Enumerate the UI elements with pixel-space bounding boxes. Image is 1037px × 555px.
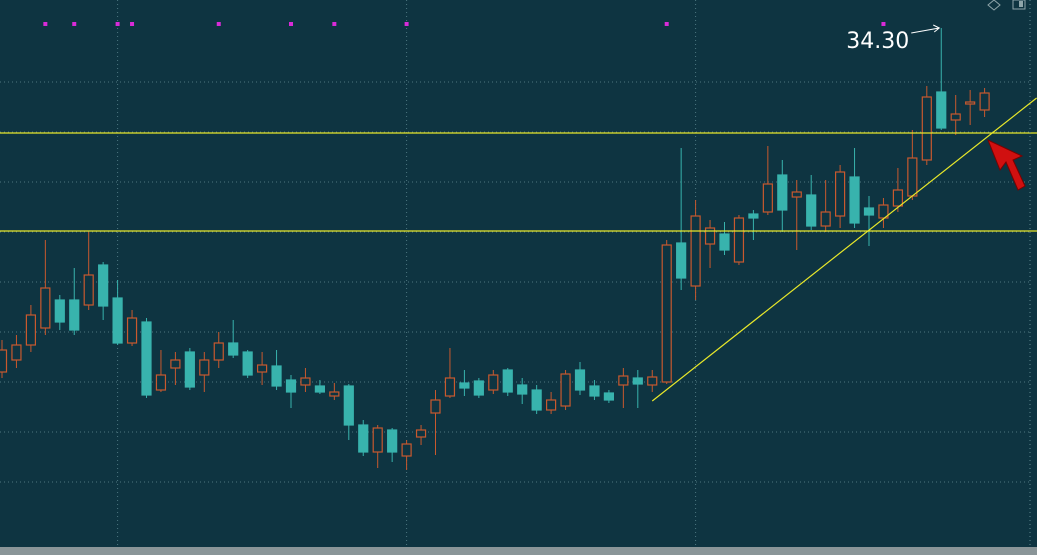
candle-body [141, 321, 152, 396]
candle-body [791, 191, 802, 198]
candle-body [25, 314, 36, 346]
annotation-arrow [911, 24, 941, 34]
event-marker [332, 22, 337, 26]
candle-body [155, 374, 167, 391]
trendline [651, 97, 1037, 402]
candle-body [921, 96, 932, 161]
candle-body [502, 369, 513, 393]
candle-body [936, 91, 947, 129]
candle-body [271, 365, 282, 387]
candle-body [892, 189, 904, 207]
candle-body [574, 369, 586, 391]
candle-body [98, 264, 109, 307]
annotation-text: 34.30 [846, 29, 909, 54]
candle-body [112, 297, 123, 344]
candle-body [444, 377, 456, 397]
toolbar-icons[interactable] [987, 0, 1026, 11]
event-marker [289, 22, 293, 26]
event-marker [43, 22, 48, 26]
candle-body [314, 385, 325, 393]
candles [0, 28, 990, 470]
candle-body [372, 427, 383, 453]
candle-body [473, 380, 484, 396]
candle-body [661, 244, 672, 383]
candle-body [690, 215, 701, 287]
candle-body [748, 213, 759, 219]
candle-body [415, 429, 427, 438]
cursor [987, 139, 1026, 191]
candle-body [979, 92, 990, 111]
event-marker [664, 22, 669, 26]
candle-body [170, 359, 181, 369]
candle-body [950, 113, 961, 121]
candle-body [589, 385, 600, 397]
candle-body [965, 101, 976, 105]
event-marker [404, 22, 409, 26]
candle-body [459, 382, 470, 389]
candle-body [704, 227, 716, 245]
candle-body [647, 376, 658, 386]
candle-body [401, 443, 412, 457]
candle-body [69, 299, 80, 331]
candle-body [126, 317, 138, 344]
candle-body [545, 399, 557, 411]
candle-body [719, 233, 730, 251]
candle-body [40, 287, 51, 329]
candle-body [806, 194, 817, 227]
candle-body [54, 299, 65, 323]
candle-body [820, 211, 831, 227]
candle-body [733, 217, 745, 263]
candle-body [517, 384, 528, 395]
candle-body [285, 379, 297, 393]
candle-body [0, 349, 8, 373]
event-marker [130, 22, 135, 26]
candle-body [849, 176, 860, 224]
candle-body [430, 399, 441, 414]
candle-body [300, 377, 311, 386]
overlays: 34.30 [0, 22, 1037, 402]
candle-body [199, 359, 210, 376]
candle-body [603, 392, 615, 401]
candle-body [762, 183, 773, 213]
event-marker [115, 22, 120, 26]
candle-body [863, 207, 875, 216]
candle-body [83, 274, 94, 306]
candle-body [560, 373, 571, 407]
candle-body [228, 342, 239, 356]
candle-body [343, 385, 354, 426]
candle-body [834, 171, 846, 217]
candle-body [329, 391, 340, 397]
candle-body [213, 342, 224, 361]
candle-body [777, 174, 788, 211]
candle-body [632, 377, 643, 385]
candle-body [387, 429, 398, 453]
candle-body [488, 374, 499, 391]
candle-body [618, 375, 629, 386]
candle-body [531, 389, 542, 411]
event-marker [881, 22, 886, 26]
event-marker [216, 22, 221, 26]
candle-body [907, 157, 918, 197]
scrollbar[interactable] [0, 547, 1037, 555]
candle-body [257, 364, 268, 373]
candle-body [676, 242, 687, 279]
candle-body [358, 424, 369, 453]
event-marker [72, 22, 77, 26]
candle-body [11, 344, 22, 361]
candle-body [242, 351, 253, 376]
candle-body [184, 351, 195, 388]
